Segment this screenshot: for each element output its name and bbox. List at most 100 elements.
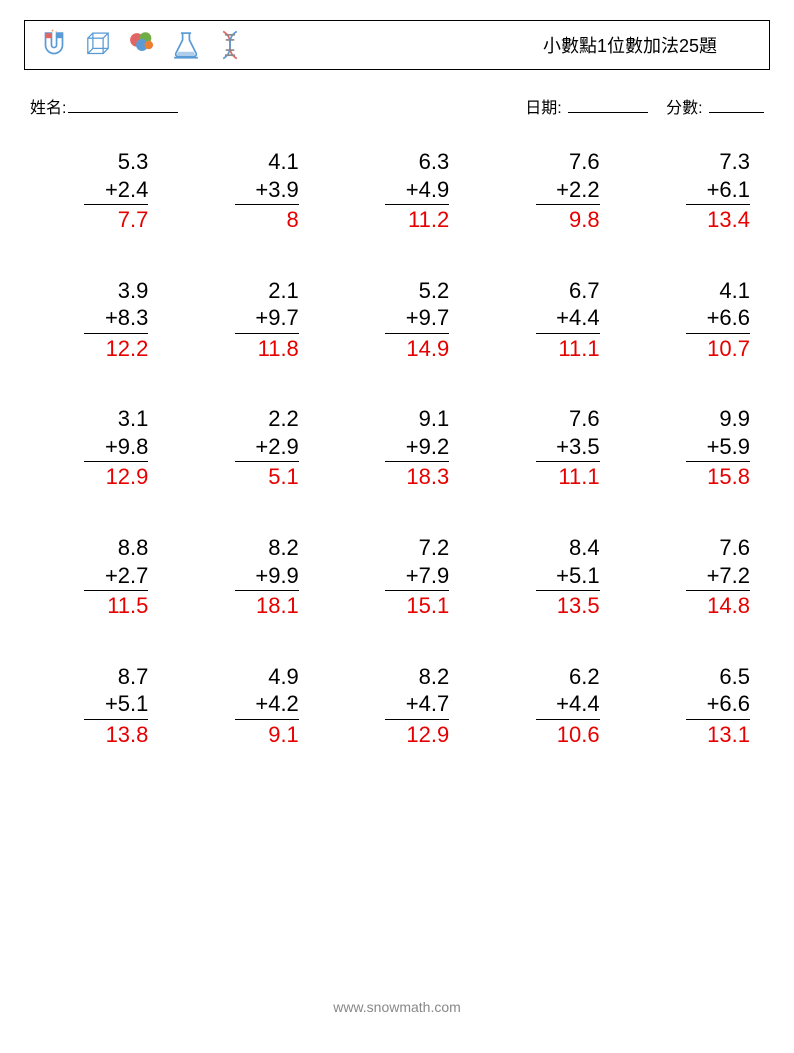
answer: 18.3	[385, 462, 449, 492]
answer: 12.2	[84, 334, 148, 364]
math-problem: 6.7+4.411.1	[495, 277, 599, 364]
answer: 13.5	[536, 591, 600, 621]
operand-b: +4.7	[385, 690, 449, 720]
operand-a: 4.1	[235, 148, 299, 176]
worksheet-page: + -	[0, 0, 794, 1053]
problems-grid: 5.3+2.47.74.1+3.986.3+4.911.27.6+2.29.87…	[24, 148, 770, 749]
operand-a: 7.6	[686, 534, 750, 562]
operand-a: 6.2	[536, 663, 600, 691]
balloons-icon	[125, 28, 159, 62]
operand-a: 6.3	[385, 148, 449, 176]
operand-b: +3.5	[536, 433, 600, 463]
answer: 11.8	[235, 334, 299, 364]
operand-a: 7.2	[385, 534, 449, 562]
name-field: 姓名:	[30, 94, 178, 118]
answer: 9.8	[536, 205, 600, 235]
math-problem: 8.7+5.113.8	[44, 663, 148, 750]
answer: 11.2	[385, 205, 449, 235]
answer: 15.8	[686, 462, 750, 492]
math-problem: 7.6+2.29.8	[495, 148, 599, 235]
operand-b: +4.9	[385, 176, 449, 206]
answer: 11.1	[536, 334, 600, 364]
answer: 8	[235, 205, 299, 235]
operand-a: 9.9	[686, 405, 750, 433]
math-problem: 3.1+9.812.9	[44, 405, 148, 492]
math-problem: 9.1+9.218.3	[345, 405, 449, 492]
operand-a: 4.1	[686, 277, 750, 305]
score-label: 分數:	[666, 100, 702, 117]
operand-b: +8.3	[84, 304, 148, 334]
answer: 13.1	[686, 720, 750, 750]
math-problem: 6.2+4.410.6	[495, 663, 599, 750]
date-label: 日期:	[525, 100, 561, 117]
operand-b: +4.2	[235, 690, 299, 720]
operand-a: 3.9	[84, 277, 148, 305]
math-problem: 7.3+6.113.4	[646, 148, 750, 235]
operand-a: 3.1	[84, 405, 148, 433]
math-problem: 4.1+6.610.7	[646, 277, 750, 364]
operand-b: +9.7	[235, 304, 299, 334]
answer: 9.1	[235, 720, 299, 750]
math-problem: 5.3+2.47.7	[44, 148, 148, 235]
flask-icon	[169, 28, 203, 62]
operand-b: +2.4	[84, 176, 148, 206]
operand-a: 8.8	[84, 534, 148, 562]
math-problem: 7.6+7.214.8	[646, 534, 750, 621]
operand-b: +2.2	[536, 176, 600, 206]
answer: 12.9	[84, 462, 148, 492]
svg-text:+ -: + -	[51, 28, 57, 34]
name-blank[interactable]	[68, 99, 178, 113]
answer: 11.5	[84, 591, 148, 621]
subject-icons: + -	[37, 28, 247, 62]
operand-b: +5.9	[686, 433, 750, 463]
operand-b: +7.9	[385, 562, 449, 592]
answer: 15.1	[385, 591, 449, 621]
operand-a: 8.4	[536, 534, 600, 562]
operand-a: 9.1	[385, 405, 449, 433]
operand-b: +6.6	[686, 690, 750, 720]
answer: 14.9	[385, 334, 449, 364]
math-problem: 6.5+6.613.1	[646, 663, 750, 750]
operand-a: 7.6	[536, 148, 600, 176]
footer-url: www.snowmath.com	[0, 999, 794, 1015]
score-blank[interactable]	[709, 99, 764, 113]
operand-a: 6.5	[686, 663, 750, 691]
math-problem: 4.1+3.98	[194, 148, 298, 235]
operand-a: 8.7	[84, 663, 148, 691]
info-row: 姓名: 日期: 分數:	[24, 94, 770, 118]
operand-b: +9.2	[385, 433, 449, 463]
answer: 13.4	[686, 205, 750, 235]
operand-b: +5.1	[536, 562, 600, 592]
date-field: 日期:	[525, 94, 648, 118]
math-problem: 7.6+3.511.1	[495, 405, 599, 492]
answer: 11.1	[536, 462, 600, 492]
operand-a: 6.7	[536, 277, 600, 305]
operand-b: +9.7	[385, 304, 449, 334]
header-box: + -	[24, 20, 770, 70]
answer: 13.8	[84, 720, 148, 750]
date-blank[interactable]	[568, 99, 648, 113]
operand-b: +9.9	[235, 562, 299, 592]
operand-a: 7.6	[536, 405, 600, 433]
operand-a: 8.2	[385, 663, 449, 691]
operand-a: 2.2	[235, 405, 299, 433]
operand-a: 5.2	[385, 277, 449, 305]
answer: 10.6	[536, 720, 600, 750]
math-problem: 8.2+4.712.9	[345, 663, 449, 750]
operand-a: 2.1	[235, 277, 299, 305]
operand-b: +2.7	[84, 562, 148, 592]
operand-a: 7.3	[686, 148, 750, 176]
operand-b: +7.2	[686, 562, 750, 592]
math-problem: 2.1+9.711.8	[194, 277, 298, 364]
operand-a: 5.3	[84, 148, 148, 176]
score-field: 分數:	[666, 94, 764, 118]
cube-icon	[81, 28, 115, 62]
answer: 18.1	[235, 591, 299, 621]
operand-b: +2.9	[235, 433, 299, 463]
answer: 7.7	[84, 205, 148, 235]
operand-b: +3.9	[235, 176, 299, 206]
math-problem: 8.4+5.113.5	[495, 534, 599, 621]
dna-icon	[213, 28, 247, 62]
math-problem: 2.2+2.95.1	[194, 405, 298, 492]
operand-b: +9.8	[84, 433, 148, 463]
